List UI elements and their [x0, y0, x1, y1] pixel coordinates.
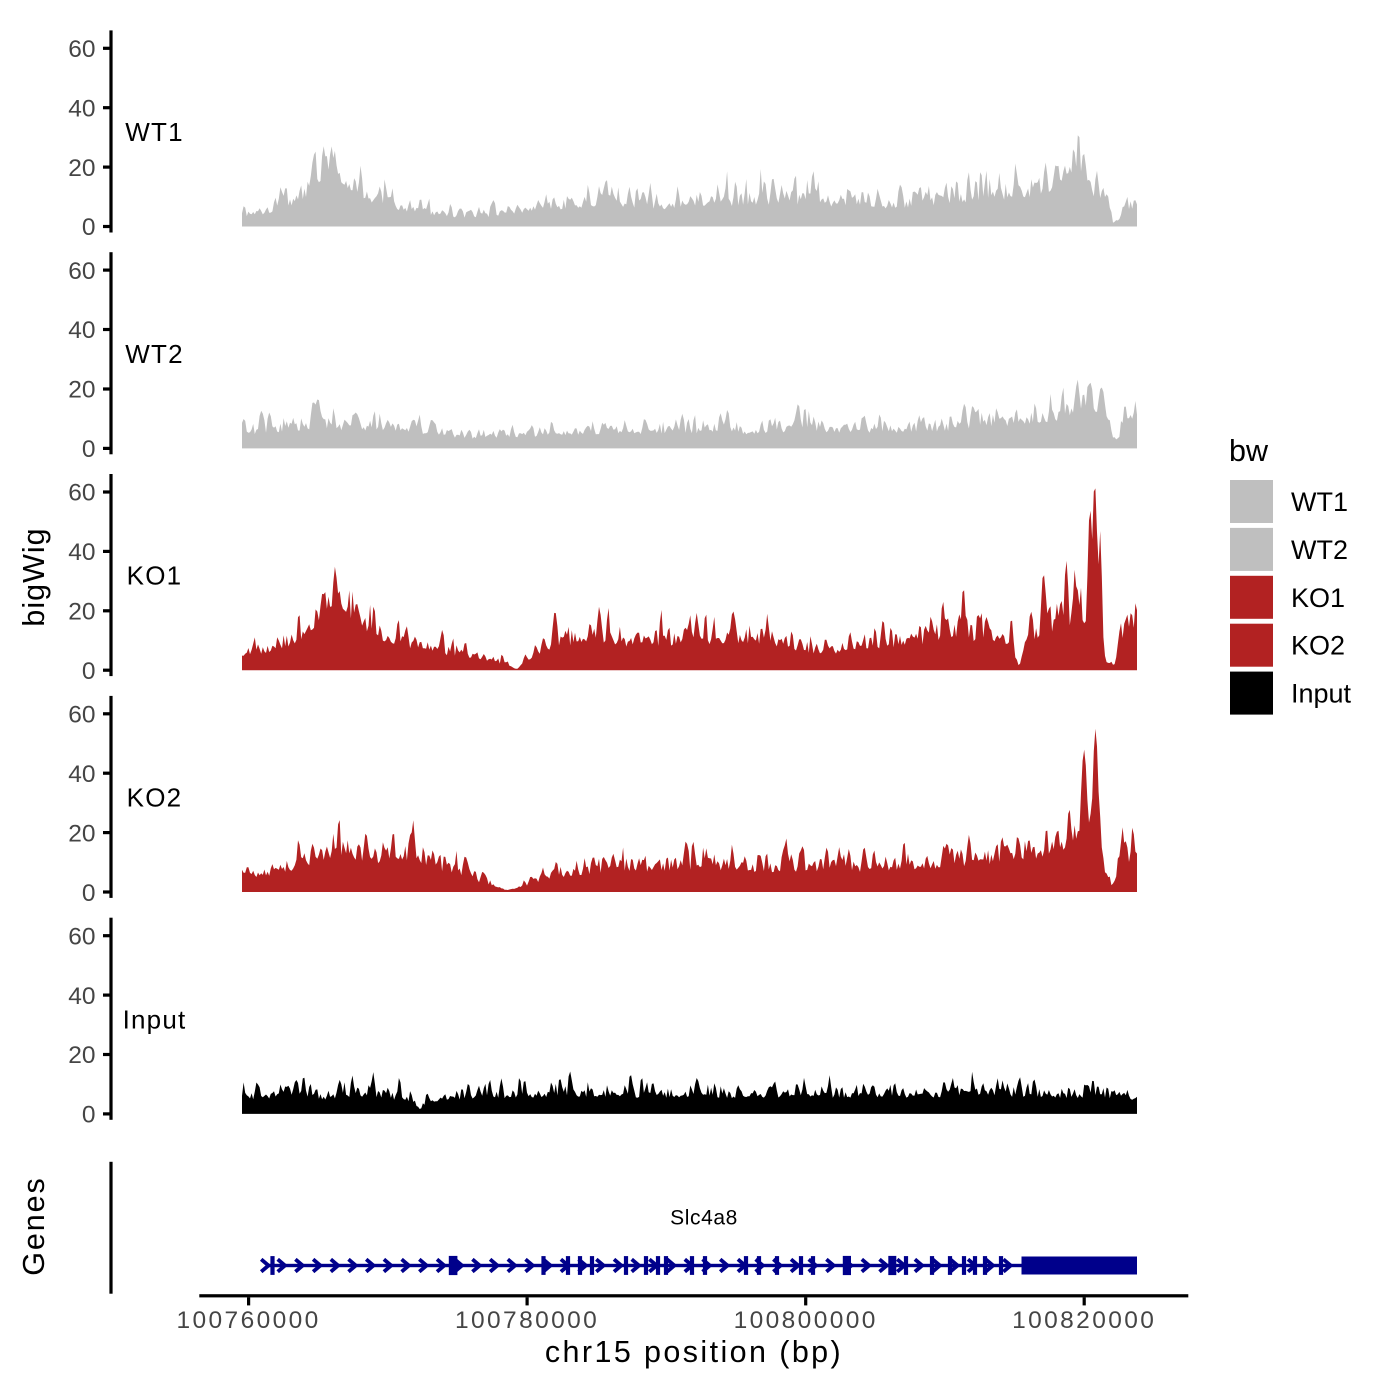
- svg-text:20: 20: [68, 1042, 95, 1069]
- svg-text:KO2: KO2: [127, 783, 183, 813]
- svg-text:100820000: 100820000: [1012, 1307, 1156, 1334]
- svg-text:bigWig: bigWig: [17, 527, 51, 626]
- svg-text:0: 0: [82, 214, 96, 241]
- svg-text:Input: Input: [123, 1004, 187, 1034]
- svg-text:KO1: KO1: [127, 561, 183, 591]
- svg-text:40: 40: [68, 95, 95, 122]
- svg-text:chr15 position (bp): chr15 position (bp): [545, 1335, 843, 1369]
- svg-text:KO1: KO1: [1291, 583, 1345, 613]
- svg-text:KO2: KO2: [1291, 631, 1345, 661]
- svg-text:60: 60: [68, 36, 95, 63]
- svg-text:60: 60: [68, 923, 95, 950]
- svg-text:20: 20: [68, 155, 95, 182]
- svg-text:40: 40: [68, 761, 95, 788]
- svg-text:40: 40: [68, 539, 95, 566]
- svg-text:20: 20: [68, 377, 95, 404]
- svg-text:WT2: WT2: [1291, 535, 1348, 565]
- svg-text:0: 0: [82, 880, 96, 907]
- svg-text:60: 60: [68, 702, 95, 729]
- svg-text:100760000: 100760000: [176, 1307, 320, 1334]
- svg-text:0: 0: [82, 436, 96, 463]
- svg-text:WT1: WT1: [1291, 487, 1348, 517]
- svg-text:20: 20: [68, 820, 95, 847]
- svg-text:bw: bw: [1229, 434, 1269, 468]
- svg-text:40: 40: [68, 983, 95, 1010]
- svg-text:Slc4a8: Slc4a8: [670, 1207, 738, 1230]
- svg-text:40: 40: [68, 317, 95, 344]
- svg-text:Input: Input: [1291, 679, 1352, 709]
- svg-text:WT2: WT2: [125, 339, 183, 369]
- svg-text:Genes: Genes: [17, 1176, 51, 1275]
- svg-text:0: 0: [82, 658, 96, 685]
- svg-text:100800000: 100800000: [734, 1307, 878, 1334]
- svg-text:60: 60: [68, 258, 95, 285]
- svg-text:0: 0: [82, 1102, 96, 1129]
- svg-text:20: 20: [68, 599, 95, 626]
- svg-text:WT1: WT1: [125, 117, 183, 147]
- svg-text:60: 60: [68, 480, 95, 507]
- svg-text:100780000: 100780000: [455, 1307, 599, 1334]
